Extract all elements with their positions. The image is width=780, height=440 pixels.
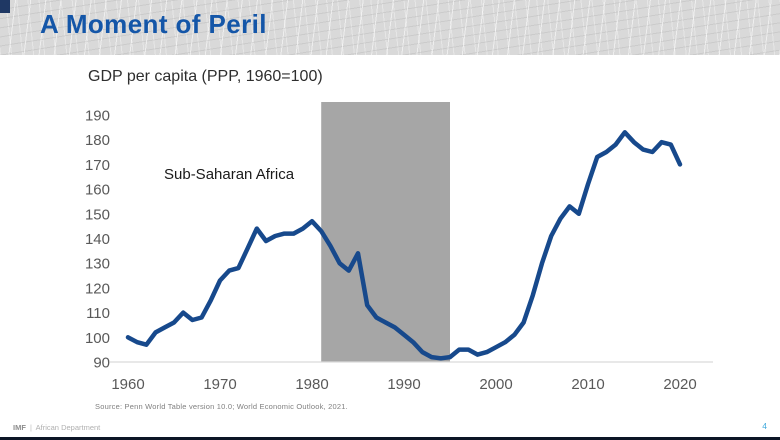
source-note: Source: Penn World Table version 10.0; W… (95, 402, 348, 411)
footer-org: IMF (13, 423, 26, 432)
gdp-line-chart: 90 100 110 120 130 140 150 160 170 180 190 1960 1970… (85, 102, 713, 393)
x-tick-label: 1980 (295, 376, 328, 393)
y-tick-label: 100 (85, 330, 110, 347)
gdp-series-line (125, 130, 683, 361)
y-tick-label: 130 (85, 256, 110, 273)
y-tick-label: 190 (85, 108, 110, 125)
x-tick-label: 1960 (111, 376, 144, 393)
y-tick-label: 120 (85, 280, 110, 297)
y-tick-label: 90 (93, 355, 110, 372)
y-tick-label: 150 (85, 206, 110, 223)
y-tick-label: 170 (85, 157, 110, 174)
bottom-accent-bar (0, 437, 780, 440)
y-tick-label: 160 (85, 182, 110, 199)
footer-department: African Department (35, 423, 101, 432)
x-tick-label: 2020 (663, 376, 696, 393)
footer-separator: | (30, 423, 32, 432)
y-tick-label: 140 (85, 231, 110, 248)
chart-title: GDP per capita (PPP, 1960=100) (88, 68, 323, 85)
series-label: Sub-Saharan Africa (164, 166, 295, 183)
x-tick-label: 2010 (571, 376, 604, 393)
slide-header: A Moment of Peril (0, 0, 780, 55)
slide-title: A Moment of Peril (40, 9, 267, 39)
y-tick-label: 110 (86, 305, 110, 322)
x-tick-label: 1990 (387, 376, 420, 393)
page-number: 4 (762, 421, 767, 431)
highlight-band (321, 102, 450, 362)
y-tick-label: 180 (85, 132, 110, 149)
x-tick-label: 1970 (203, 376, 236, 393)
footer-attribution: IMF | African Department (13, 423, 100, 432)
x-tick-label: 2000 (479, 376, 512, 393)
corner-accent-square (0, 0, 10, 13)
